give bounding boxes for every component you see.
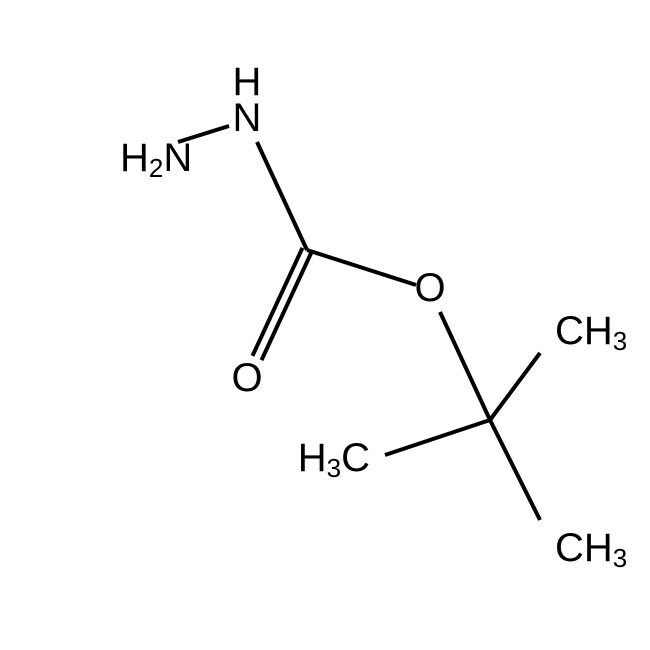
- atom-O_sgl: O: [414, 266, 445, 310]
- molecule-diagram: H2N HN O O CH3 H3C CH3: [0, 0, 650, 650]
- atom-NH: HN: [233, 60, 262, 140]
- atom-O_dbl: O: [231, 356, 262, 400]
- atom-CH3_b: CH3: [555, 526, 627, 573]
- svg-text:H3C: H3C: [298, 436, 370, 483]
- atom-CH3_l: H3C: [298, 436, 370, 483]
- svg-text:CH3: CH3: [555, 526, 627, 573]
- svg-text:O: O: [414, 266, 445, 310]
- svg-text:H2N: H2N: [120, 136, 192, 183]
- svg-text:O: O: [231, 356, 262, 400]
- atom-CH3_r: CH3: [555, 309, 627, 356]
- svg-text:N: N: [233, 96, 262, 140]
- atom-NH2: H2N: [120, 136, 192, 183]
- svg-text:CH3: CH3: [555, 309, 627, 356]
